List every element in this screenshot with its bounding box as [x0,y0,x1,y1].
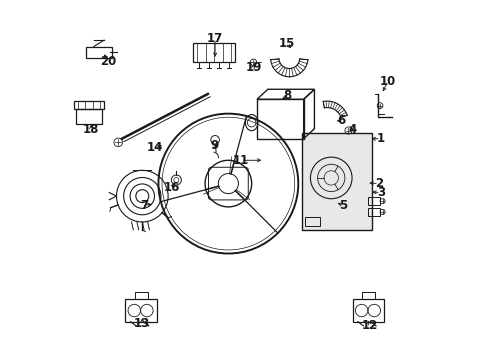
Bar [305,217,319,226]
Text: 2: 2 [374,177,382,190]
Bar [367,208,379,216]
Text: 4: 4 [347,123,355,136]
Bar [193,43,234,62]
Text: 9: 9 [209,139,218,152]
Text: 16: 16 [163,181,180,194]
Bar [352,300,384,321]
Bar [86,46,112,58]
Bar [76,109,102,125]
Text: 7: 7 [140,199,148,212]
Text: 15: 15 [278,37,294,50]
Text: 18: 18 [82,123,99,136]
Bar [301,134,371,230]
Text: 17: 17 [206,32,223,45]
Text: 8: 8 [283,89,291,102]
Text: 1: 1 [376,132,384,145]
Bar [135,292,147,300]
Text: 20: 20 [100,55,116,68]
Text: 6: 6 [337,114,345,127]
Text: 13: 13 [134,317,150,330]
Text: 11: 11 [232,154,248,167]
Text: 3: 3 [376,186,384,199]
Text: 12: 12 [361,319,377,332]
Bar [257,99,303,139]
Bar [74,102,103,109]
Bar [367,197,379,205]
Text: 14: 14 [146,141,163,154]
Bar [362,292,374,300]
Text: 10: 10 [379,75,395,88]
Bar [125,300,157,321]
Text: 5: 5 [338,199,346,212]
Text: 19: 19 [245,60,261,73]
